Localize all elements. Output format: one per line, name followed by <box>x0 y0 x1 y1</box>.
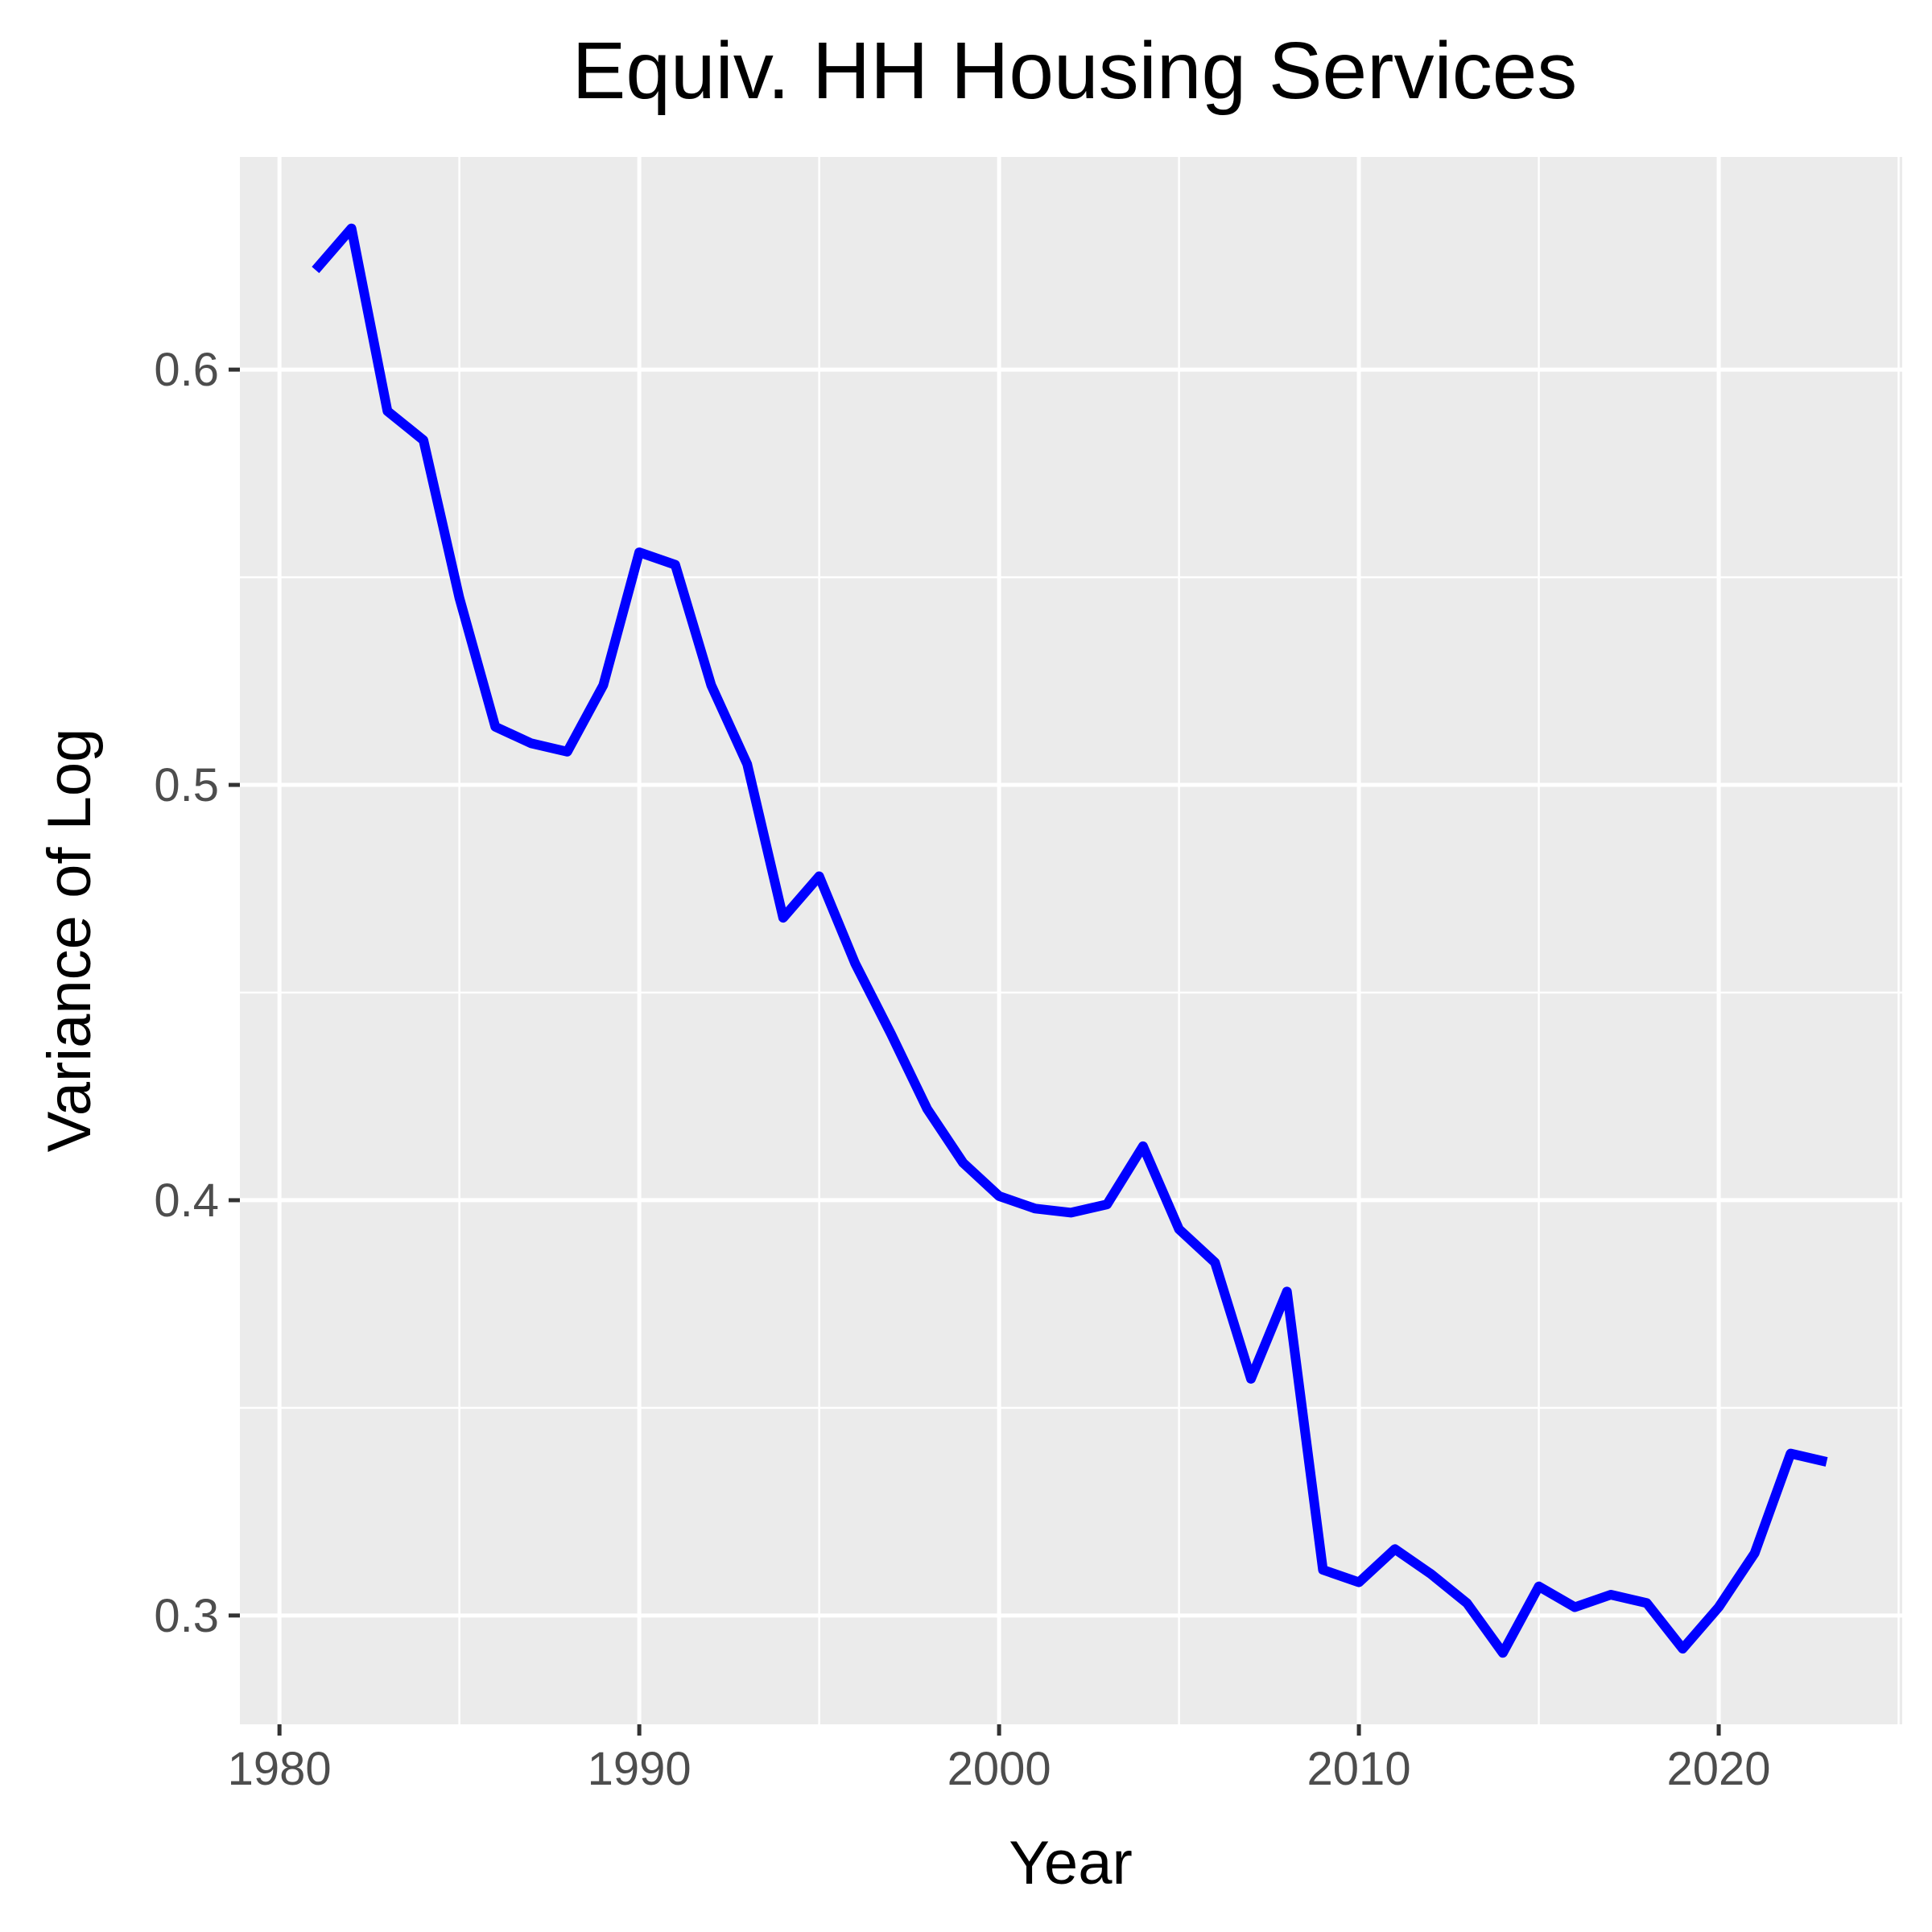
x-axis-title: Year <box>1009 1829 1133 1897</box>
minor-gridlines <box>240 157 1902 1724</box>
x-axis: 1980 1990 2000 2010 2020 <box>228 1724 1771 1795</box>
x-tick-label-0: 1980 <box>228 1743 332 1795</box>
plot-panel <box>240 157 1902 1724</box>
y-tick-label-3: 0.6 <box>154 344 219 396</box>
major-gridlines <box>240 157 1902 1724</box>
y-tick-label-1: 0.4 <box>154 1174 219 1227</box>
series-layer <box>312 223 1828 1658</box>
y-axis: 0.3 0.4 0.5 0.6 <box>154 344 240 1642</box>
x-tick-label-4: 2020 <box>1667 1743 1771 1795</box>
x-tick-label-3: 2010 <box>1307 1743 1411 1795</box>
series-line-0 <box>312 223 1828 1658</box>
y-tick-label-0: 0.3 <box>154 1590 219 1642</box>
x-tick-label-1: 1990 <box>588 1743 691 1795</box>
y-axis-title: Variance of Log <box>35 729 104 1153</box>
x-tick-label-2: 2000 <box>947 1743 1051 1795</box>
chart-title: Equiv. HH Housing Services <box>572 26 1578 116</box>
y-tick-label-2: 0.5 <box>154 759 219 811</box>
